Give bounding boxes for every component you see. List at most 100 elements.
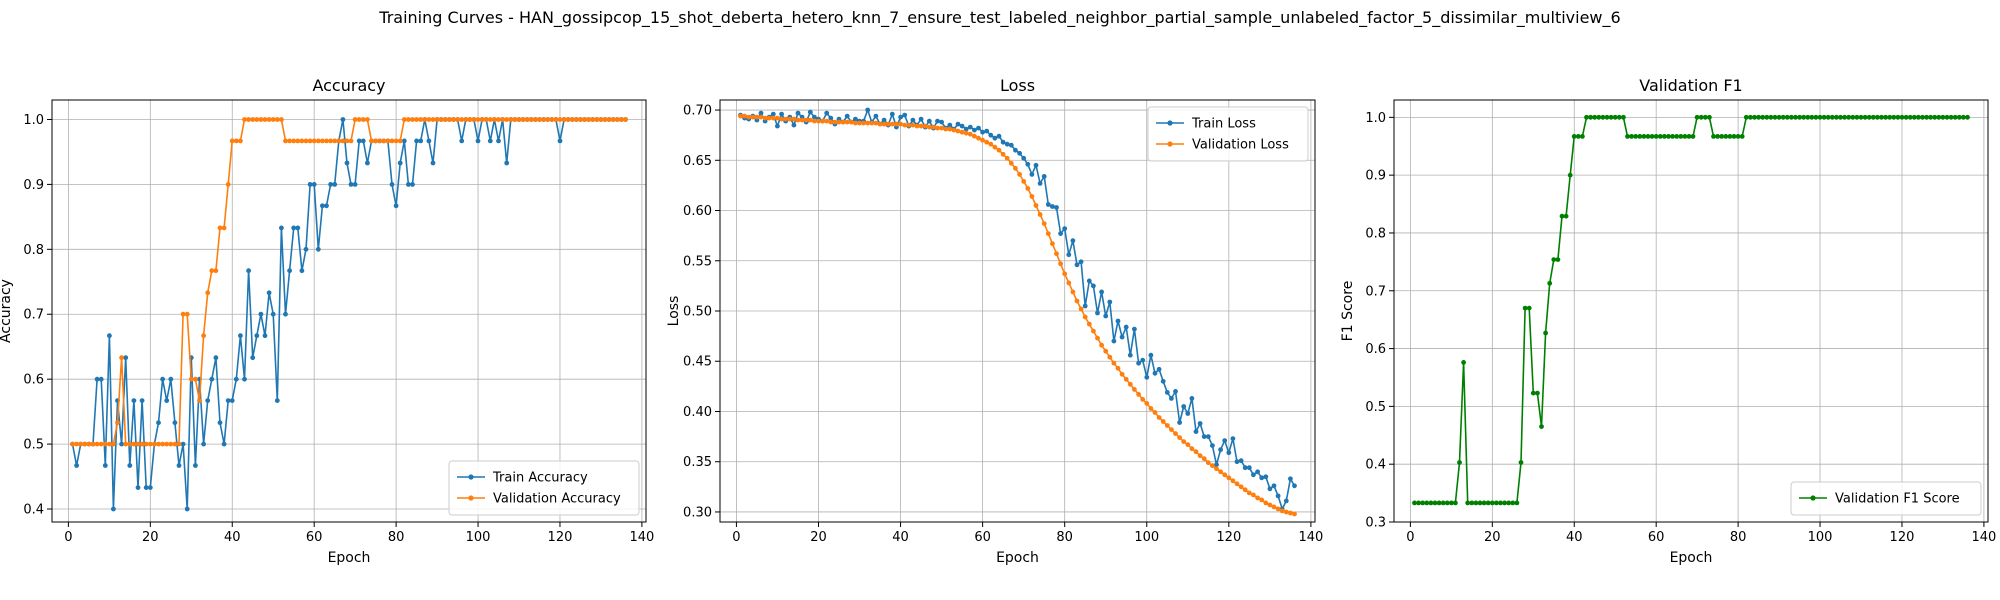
data-point bbox=[1473, 500, 1479, 506]
data-point bbox=[553, 117, 559, 122]
chart-1: 0 20 40 60 80 100 120 140 0.30 0.35 0.40 0.45 0.50 0.… bbox=[666, 76, 1323, 566]
data-point bbox=[1205, 460, 1211, 466]
x-axis-label: Epoch bbox=[996, 550, 1039, 566]
data-point bbox=[307, 182, 313, 187]
data-point bbox=[119, 355, 124, 361]
data-point bbox=[1633, 134, 1639, 139]
data-point bbox=[139, 398, 145, 403]
data-point bbox=[1838, 114, 1843, 120]
data-point bbox=[393, 138, 399, 144]
data-point bbox=[557, 117, 563, 122]
data-point bbox=[1025, 186, 1031, 191]
data-point bbox=[315, 246, 321, 252]
data-point bbox=[217, 420, 223, 426]
y-tick-label: 0.40 bbox=[683, 405, 712, 420]
data-point bbox=[1698, 114, 1704, 120]
data-point bbox=[225, 182, 231, 187]
x-tick-label: 100 bbox=[1134, 530, 1159, 545]
data-point bbox=[168, 441, 174, 447]
data-point bbox=[1103, 348, 1109, 354]
data-point bbox=[1784, 114, 1790, 120]
data-point bbox=[812, 118, 817, 124]
series-line-1-0 bbox=[740, 107, 1296, 511]
data-point bbox=[1066, 252, 1072, 258]
data-point bbox=[193, 376, 198, 382]
data-point bbox=[1739, 134, 1745, 139]
data-point bbox=[1222, 438, 1228, 443]
data-point bbox=[836, 119, 842, 125]
data-point bbox=[1584, 114, 1589, 120]
data-point bbox=[610, 117, 616, 122]
data-point bbox=[959, 129, 965, 135]
data-point bbox=[426, 117, 432, 122]
data-point bbox=[549, 117, 555, 122]
data-point bbox=[853, 116, 858, 122]
y-tick-label: 0.9 bbox=[23, 178, 44, 193]
data-point bbox=[1842, 114, 1847, 120]
data-point bbox=[320, 138, 325, 144]
data-point bbox=[996, 133, 1002, 139]
data-point bbox=[1185, 411, 1191, 416]
data-point bbox=[365, 117, 370, 122]
data-point bbox=[287, 268, 292, 274]
data-point bbox=[881, 117, 887, 123]
data-point bbox=[972, 133, 977, 139]
data-point bbox=[496, 138, 501, 144]
data-point bbox=[487, 117, 493, 122]
data-point bbox=[926, 118, 932, 124]
data-point bbox=[1555, 257, 1561, 262]
x-tick-label: 20 bbox=[142, 530, 159, 545]
data-point bbox=[873, 120, 879, 126]
data-point bbox=[1498, 500, 1503, 506]
data-point bbox=[1911, 114, 1917, 120]
axes-title: Accuracy bbox=[312, 76, 385, 95]
data-point bbox=[381, 138, 387, 144]
data-point bbox=[602, 117, 608, 122]
data-point bbox=[869, 120, 875, 126]
data-point bbox=[1050, 241, 1055, 247]
data-point bbox=[238, 333, 243, 339]
legend-label: Train Accuracy bbox=[492, 471, 588, 486]
data-point bbox=[569, 117, 575, 122]
chart-2: 0 20 40 60 80 100 120 140 0.3 0.4 0.5 0.6 0.7 0.8 0.9 1… bbox=[1340, 76, 1996, 566]
y-tick-label: 0.5 bbox=[1365, 400, 1386, 415]
data-point bbox=[258, 117, 264, 122]
data-point bbox=[832, 119, 838, 125]
data-point bbox=[295, 138, 301, 144]
data-point bbox=[274, 117, 280, 122]
data-point bbox=[1107, 299, 1113, 305]
data-point bbox=[1177, 435, 1182, 440]
data-point bbox=[340, 138, 346, 144]
data-point bbox=[1078, 259, 1084, 265]
data-point bbox=[356, 117, 362, 122]
data-point bbox=[779, 116, 784, 122]
data-point bbox=[221, 225, 227, 231]
legend-swatch-marker bbox=[1167, 120, 1173, 126]
data-point bbox=[1132, 387, 1137, 392]
data-point bbox=[111, 506, 116, 512]
data-point bbox=[853, 120, 858, 126]
data-point bbox=[1181, 404, 1187, 409]
data-point bbox=[1875, 114, 1880, 120]
data-point bbox=[1657, 134, 1663, 139]
data-point bbox=[258, 311, 264, 317]
data-point bbox=[894, 121, 899, 127]
data-point bbox=[410, 182, 415, 187]
data-point bbox=[434, 117, 440, 122]
data-point bbox=[475, 138, 481, 144]
data-point bbox=[1095, 335, 1100, 341]
data-point bbox=[1222, 472, 1228, 478]
data-point bbox=[1891, 114, 1897, 120]
x-tick-label: 20 bbox=[1484, 530, 1501, 545]
data-point bbox=[168, 376, 174, 382]
data-point bbox=[131, 398, 137, 403]
data-point bbox=[397, 160, 403, 166]
data-point bbox=[1251, 472, 1256, 478]
data-point bbox=[1259, 475, 1265, 481]
data-point bbox=[1625, 134, 1630, 139]
axes-title: Validation F1 bbox=[1639, 76, 1742, 95]
data-point bbox=[500, 117, 505, 122]
data-point bbox=[1420, 500, 1426, 506]
data-point bbox=[1013, 147, 1018, 153]
